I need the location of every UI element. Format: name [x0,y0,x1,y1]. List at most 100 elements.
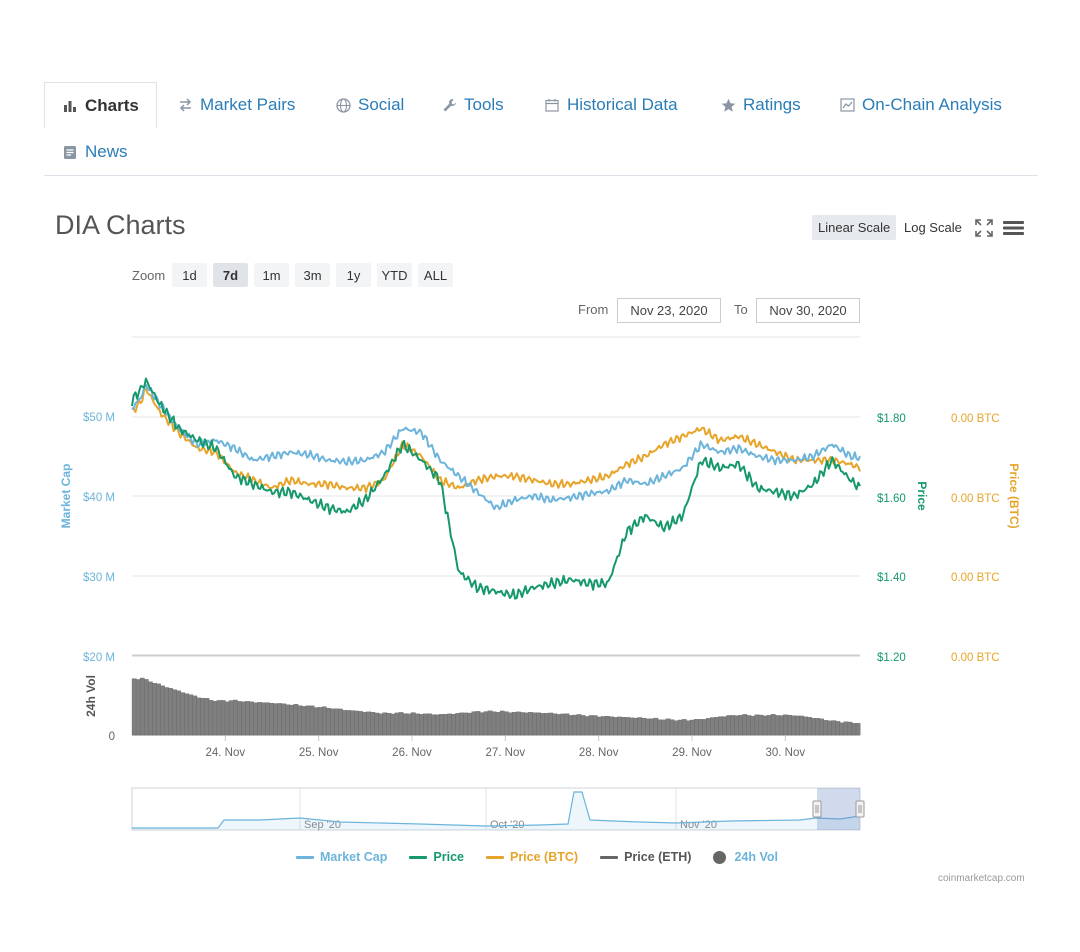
volume-bar [516,711,521,736]
volume-bar [281,703,287,736]
y-tick-label-price: $1.20 [877,652,906,664]
document-icon [62,144,78,160]
volume-bar [228,700,234,736]
tab-news[interactable]: News [62,129,128,175]
volume-bar [783,714,788,736]
volume-bar [601,716,606,736]
volume-bar [475,711,481,736]
y-tick-label-price: $1.60 [877,493,906,505]
volume-bar [172,689,177,736]
volume-bar [641,717,647,736]
volume-bar [560,713,566,736]
volume-bar [556,714,562,736]
volume-bar [738,715,744,736]
tab-market-pairs[interactable]: Market Pairs [177,82,295,128]
volume-bar [164,687,169,736]
volume-bar [346,710,351,736]
volume-bar [455,713,461,736]
volume-bar [524,712,529,736]
volume-bar [406,713,412,736]
volume-bar [803,716,808,736]
tab-charts[interactable]: Charts [44,82,157,129]
volume-bar [499,710,505,736]
volume-bar [152,683,157,736]
volume-bar [564,713,570,736]
tab-social[interactable]: Social [335,82,404,128]
volume-bar [762,715,768,736]
log-scale-button[interactable]: Log Scale [904,220,962,235]
volume-bar [617,716,622,736]
volume-bar [224,701,230,736]
tab-bar: Charts Market Pairs Social Tools Histori… [44,82,1038,176]
zoom-1y-button[interactable]: 1y [336,263,371,287]
legend-24h-vol[interactable]: 24h Vol [713,850,778,864]
zoom-7d-button[interactable]: 7d [213,263,248,287]
volume-bar [160,685,165,736]
zoom-1d-button[interactable]: 1d [172,263,207,287]
star-icon [720,97,736,113]
volume-bar [572,714,578,736]
volume-bar [491,711,497,736]
volume-bar [584,716,590,736]
tab-label: Historical Data [567,95,678,114]
tab-ratings[interactable]: Ratings [720,82,801,128]
x-tick-label: 26. Nov [392,747,432,759]
to-label: To [734,302,748,317]
legend-price-btc[interactable]: Price (BTC) [485,850,578,864]
volume-bar [176,690,181,736]
volume-bar [321,706,327,736]
credits-link[interactable]: coinmarketcap.com [938,873,1025,884]
volume-bar [196,697,202,736]
volume-bar [685,720,691,736]
volume-bar [540,713,545,736]
volume-bar [580,715,586,736]
volume-bar [536,712,541,736]
volume-bar [241,701,246,736]
volume-bar [730,715,736,736]
volume-bar [576,714,582,736]
tab-tools[interactable]: Tools [441,82,504,128]
zoom-1m-button[interactable]: 1m [254,263,289,287]
legend-price-eth[interactable]: Price (ETH) [600,850,691,864]
navigator-handle[interactable] [812,800,822,818]
from-date-input[interactable]: Nov 23, 2020 [617,298,721,323]
navigator-handle[interactable] [855,800,865,818]
zoom-3m-button[interactable]: 3m [295,263,330,287]
zoom-all-button[interactable]: ALL [418,263,453,287]
linear-scale-button[interactable]: Linear Scale [812,215,897,240]
menu-icon[interactable] [1003,220,1024,241]
volume-bar [799,715,804,736]
volume-bar [330,708,335,736]
volume-bar [451,713,457,736]
volume-bar [305,705,311,736]
volume-bar [661,719,667,736]
tab-label: Ratings [743,95,801,114]
legend-price[interactable]: Price [409,850,464,864]
legend-market-cap[interactable]: Market Cap [296,850,387,864]
volume-bar [669,719,675,736]
fullscreen-icon[interactable] [975,219,993,242]
x-tick-label: 25. Nov [299,747,339,759]
zoom-ytd-button[interactable]: YTD [377,263,412,287]
volume-bar [212,701,218,736]
series-line-market-cap [131,383,861,511]
tab-label: Charts [85,95,139,115]
volume-bar [673,720,679,736]
tab-label: Market Pairs [200,95,296,114]
tab-on-chain-analysis[interactable]: On-Chain Analysis [839,82,1002,128]
volume-bar [633,717,639,736]
legend-label: 24h Vol [734,850,778,864]
volume-bar [398,712,404,736]
volume-bar [770,714,776,736]
tab-historical-data[interactable]: Historical Data [544,82,678,128]
volume-bar [839,722,845,736]
volume-bar [192,695,198,736]
volume-bar [653,717,659,736]
volume-bar [702,719,707,736]
legend-swatch [485,855,504,859]
volume-bar [216,700,222,736]
to-date-input[interactable]: Nov 30, 2020 [756,298,860,323]
navigator-selection[interactable] [817,788,860,830]
volume-bar [370,712,376,736]
volume-bar [815,718,821,736]
